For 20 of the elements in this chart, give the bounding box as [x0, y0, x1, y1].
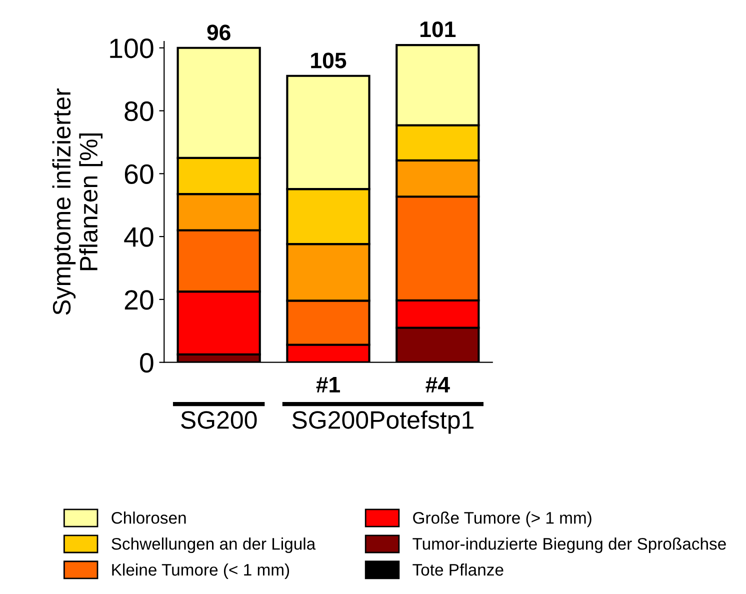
text: SG200 — [181, 411, 257, 429]
y-tick-label: 60 — [124, 164, 154, 184]
annotation: 105 — [311, 52, 346, 68]
legend-label: Tumor-induzierte Biegung der Sproßachse — [412, 538, 726, 554]
x-tick-label: #1 — [316, 377, 340, 392]
y-axis-title: Symptome infizierter Pflanzen [%] — [52, 88, 102, 315]
legend-label: Kleine Tumore (< 1 mm) — [112, 563, 290, 579]
y-tick-label: 80 — [124, 101, 154, 122]
y-tick-label: 0 — [140, 353, 154, 373]
legend-label: Tote Pflanze — [412, 563, 504, 576]
text: SG200Potefstp1 — [292, 410, 474, 434]
legend-label: Chlorosen — [112, 512, 186, 524]
x-tick-label: #4 — [426, 377, 450, 392]
legend-label: Schwellungen an der Ligula — [112, 538, 316, 554]
annotation: 101 — [420, 21, 456, 38]
annotation: 96 — [207, 24, 230, 40]
y-tick-label: 20 — [124, 290, 154, 310]
y-tick-label: 40 — [124, 227, 154, 247]
y-tick-label: 100 — [110, 38, 154, 58]
legend-label: Große Tumore (> 1 mm) — [413, 512, 592, 528]
